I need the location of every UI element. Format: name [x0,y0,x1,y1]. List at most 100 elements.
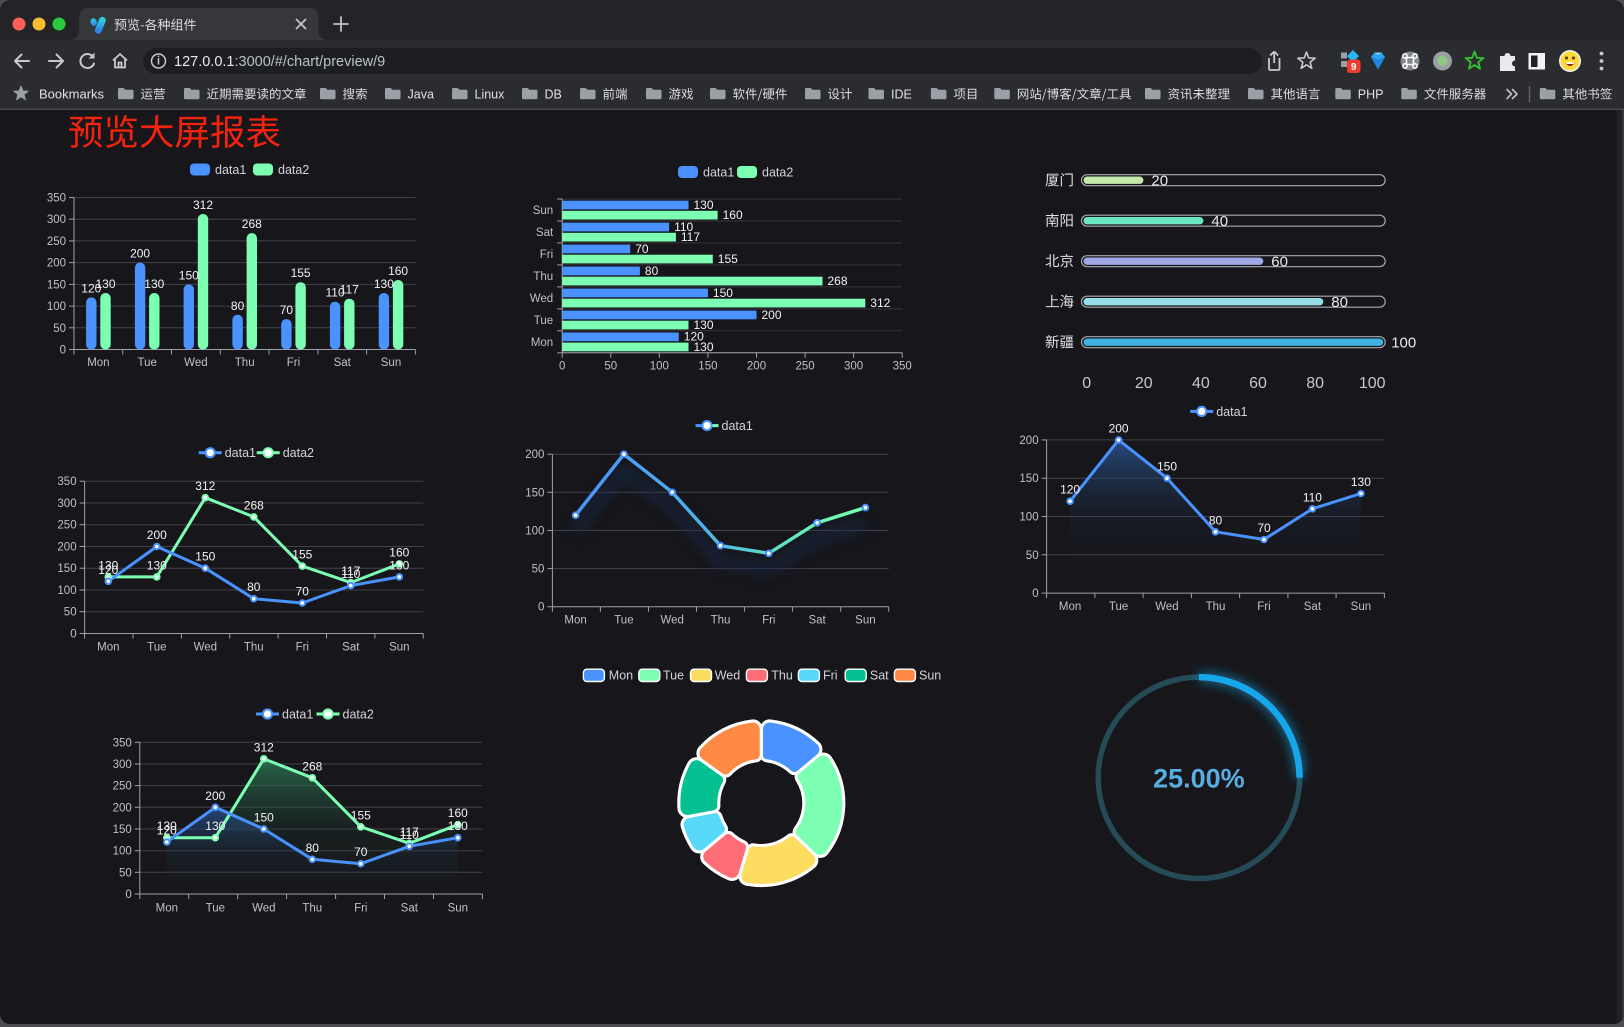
svg-text:Bookmarks: Bookmarks [39,87,105,102]
svg-text:Sun: Sun [381,357,401,369]
svg-text:155: 155 [291,266,311,280]
svg-text:Wed: Wed [660,615,683,627]
svg-text:50: 50 [1026,550,1039,562]
svg-text:127.0.0.1:3000/#/chart/preview: 127.0.0.1:3000/#/chart/preview/9 [174,54,385,70]
svg-text:100: 100 [57,585,76,597]
svg-text:120: 120 [81,281,101,295]
svg-text:Sun: Sun [533,205,553,217]
svg-text:Tue: Tue [138,357,157,369]
svg-text:40: 40 [1192,375,1210,392]
svg-text:160: 160 [388,264,408,278]
svg-text:130: 130 [374,277,394,291]
svg-text:130: 130 [95,277,115,291]
svg-text:155: 155 [718,252,738,266]
svg-text:100: 100 [113,846,132,858]
svg-text:Mon: Mon [564,615,586,627]
svg-text:Fri: Fri [1257,601,1270,613]
svg-text:250: 250 [57,520,76,532]
svg-text:200: 200 [57,542,76,554]
svg-text:150: 150 [1157,460,1177,474]
svg-text:Thu: Thu [302,903,322,915]
svg-text:Tue: Tue [663,669,684,683]
svg-text:Thu: Thu [1206,601,1226,613]
svg-text:100: 100 [1019,512,1038,524]
svg-text:312: 312 [195,479,215,493]
svg-text:150: 150 [57,563,76,575]
svg-text:100: 100 [650,360,669,372]
svg-text:Sun: Sun [448,903,468,915]
svg-text:50: 50 [64,607,77,619]
svg-text:Tue: Tue [147,642,166,654]
svg-text:150: 150 [113,824,132,836]
svg-text:130: 130 [694,198,714,212]
svg-text:117: 117 [681,230,700,244]
svg-text:PHP: PHP [1358,88,1384,102]
svg-text:Thu: Thu [533,271,553,283]
svg-text:50: 50 [532,564,545,576]
svg-text:130: 130 [389,558,409,572]
svg-text:0: 0 [60,345,66,357]
svg-text:200: 200 [1109,421,1129,435]
svg-text:Mon: Mon [156,903,178,915]
svg-text:150: 150 [698,360,717,372]
svg-text:50: 50 [604,360,617,372]
svg-text:130: 130 [98,558,118,572]
svg-text:70: 70 [635,242,649,256]
svg-text:130: 130 [205,819,225,833]
svg-text:data1: data1 [282,708,313,722]
svg-text:data1: data1 [703,166,734,180]
svg-text:117: 117 [340,283,359,297]
svg-text:Fri: Fri [823,669,838,683]
svg-text:150: 150 [179,268,199,282]
svg-text:Fri: Fri [762,615,775,627]
svg-text:Mon: Mon [531,337,553,349]
svg-text:60: 60 [1249,375,1267,392]
svg-text:130: 130 [694,318,714,332]
svg-text:20: 20 [1151,172,1168,189]
svg-text:0: 0 [1032,588,1038,600]
svg-text:Sun: Sun [1351,601,1371,613]
svg-text:0: 0 [70,629,76,641]
svg-text:150: 150 [47,279,66,291]
svg-text:200: 200 [205,789,225,803]
svg-text:50: 50 [119,867,132,879]
svg-text:Sat: Sat [334,357,352,369]
svg-text:Sun: Sun [919,669,941,683]
svg-text:150: 150 [713,286,733,300]
svg-text:300: 300 [57,498,76,510]
svg-text:80: 80 [1331,294,1348,311]
svg-text:data2: data2 [283,446,314,460]
svg-text:Wed: Wed [184,357,207,369]
svg-text:130: 130 [157,819,177,833]
svg-text:268: 268 [302,759,322,773]
svg-text:60: 60 [1271,253,1288,270]
svg-text:Fri: Fri [540,249,553,261]
svg-text:130: 130 [144,277,164,291]
svg-text:312: 312 [254,740,274,754]
svg-text:data2: data2 [762,166,793,180]
svg-text:160: 160 [723,208,743,222]
svg-text:100: 100 [1391,334,1416,351]
svg-text:312: 312 [870,296,890,310]
svg-text:120: 120 [157,824,177,838]
svg-text:Wed: Wed [530,293,553,305]
svg-text:data1: data1 [1216,405,1247,419]
svg-text:Sat: Sat [536,227,554,239]
svg-text:Sat: Sat [870,669,889,683]
svg-text:150: 150 [1019,473,1038,485]
svg-text:Thu: Thu [235,357,255,369]
svg-text:300: 300 [844,360,863,372]
svg-text:117: 117 [400,825,419,839]
svg-text:110: 110 [341,567,360,581]
svg-text:data1: data1 [215,163,246,177]
svg-text:300: 300 [113,759,132,771]
svg-text:Mon: Mon [97,642,119,654]
svg-text:0: 0 [125,889,131,901]
svg-text:Mon: Mon [87,357,109,369]
svg-text:9: 9 [1351,62,1357,73]
svg-text:Fri: Fri [296,642,309,654]
svg-text:300: 300 [47,214,66,226]
svg-text:110: 110 [1303,490,1322,504]
svg-text:100: 100 [525,526,544,538]
svg-text:200: 200 [1019,435,1038,447]
